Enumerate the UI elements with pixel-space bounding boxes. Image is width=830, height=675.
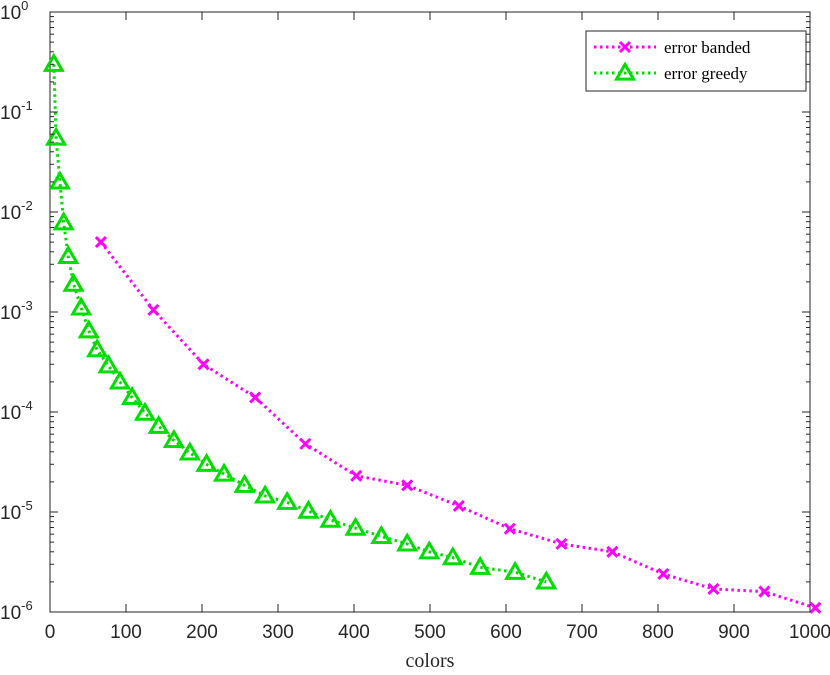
- x-axis-label: colors: [406, 650, 455, 672]
- legend-box: [585, 30, 807, 92]
- data-point: [97, 354, 120, 374]
- data-point: [758, 585, 771, 598]
- legend-entry: error banded: [594, 38, 751, 57]
- y-tick-base: 10: [0, 403, 21, 424]
- data-point: [370, 524, 393, 545]
- y-tick-exponent: 0: [21, 0, 28, 13]
- data-point: [77, 319, 100, 339]
- ticks-layer: 0 100 200 300 400 500 600 700 800 900 100010010-11…: [0, 0, 830, 643]
- y-tick-base: 10: [0, 603, 21, 624]
- y-tick-label: 10-4: [0, 398, 33, 424]
- x-tick-label: 100: [110, 622, 142, 643]
- y-tick-exponent: -3: [21, 298, 33, 313]
- y-tick-base: 10: [0, 303, 21, 324]
- x-tick-label: 0: [45, 622, 56, 643]
- y-tick-base: 10: [0, 3, 21, 24]
- y-tick-label: 10-2: [0, 198, 33, 224]
- data-point: [469, 555, 492, 575]
- data-point: [162, 428, 185, 449]
- data-point: [233, 473, 256, 493]
- data-point: [707, 582, 720, 596]
- data-point: [48, 170, 71, 190]
- data-point: [133, 401, 157, 421]
- data-point: [70, 296, 93, 316]
- x-tick-label: 200: [186, 622, 218, 643]
- axes-box: [49, 11, 811, 613]
- data-point: [120, 385, 144, 406]
- y-tick-exponent: -4: [21, 398, 33, 413]
- series-line: [52, 64, 547, 584]
- legend-swatch-marker: [613, 61, 637, 81]
- legend-entry: error greedy: [594, 61, 748, 83]
- data-point: [418, 540, 441, 560]
- data-point: [178, 441, 201, 461]
- x-tick-label: 300: [262, 622, 294, 643]
- y-tick-base: 10: [0, 203, 21, 224]
- x-tick-label: 500: [414, 622, 446, 643]
- series-error-banded: [94, 236, 822, 614]
- x-tick-label: 700: [566, 622, 598, 643]
- series-error-greedy: [42, 52, 558, 590]
- data-point: [195, 452, 218, 472]
- data-point: [108, 370, 132, 390]
- data-point: [62, 272, 85, 292]
- data-point: [441, 546, 464, 566]
- y-tick-base: 10: [0, 503, 21, 524]
- y-tick-label: 10-3: [0, 298, 33, 324]
- data-point: [401, 479, 414, 492]
- y-tick-base: 10: [0, 103, 21, 124]
- data-point: [86, 338, 109, 358]
- data-point: [57, 244, 80, 264]
- data-point: [344, 516, 367, 536]
- y-tick-label: 100: [0, 0, 28, 24]
- data-point: [147, 414, 170, 434]
- legend: error banded error greedy: [585, 30, 807, 92]
- data-point: [94, 236, 107, 249]
- x-tick-label: 800: [642, 622, 674, 643]
- data-point: [452, 499, 465, 512]
- x-tick-label: 400: [338, 622, 370, 643]
- y-tick-exponent: -6: [21, 598, 33, 613]
- data-point: [52, 211, 75, 231]
- legend-swatch-marker: [618, 40, 632, 54]
- data-point: [197, 358, 210, 371]
- data-point: [42, 52, 65, 72]
- data-point: [503, 522, 516, 535]
- y-tick-exponent: -2: [21, 198, 33, 213]
- data-point: [297, 499, 320, 519]
- x-tick-label: 1000: [789, 622, 830, 643]
- data-point: [396, 532, 419, 552]
- data-point: [299, 437, 312, 450]
- data-point: [212, 462, 236, 482]
- data-point: [253, 484, 277, 504]
- data-point: [809, 601, 822, 614]
- plot-area: [49, 11, 811, 613]
- y-tick-label: 10-5: [0, 498, 33, 524]
- data-point: [606, 545, 619, 558]
- data-point: [276, 490, 299, 510]
- y-tick-exponent: -5: [21, 498, 33, 513]
- data-point: [555, 537, 568, 550]
- data-point: [249, 391, 262, 404]
- data-point: [44, 126, 68, 146]
- data-point: [319, 508, 342, 528]
- y-tick-exponent: -1: [21, 98, 33, 113]
- legend-label: error banded: [664, 38, 751, 57]
- data-point: [504, 560, 527, 580]
- data-point: [350, 469, 363, 482]
- legend-label: error greedy: [664, 64, 748, 83]
- x-tick-label: 900: [718, 622, 750, 643]
- y-tick-label: 10-1: [0, 98, 33, 124]
- data-point: [535, 570, 558, 590]
- series-layer: [42, 52, 822, 614]
- x-tick-label: 600: [490, 622, 522, 643]
- data-point: [147, 303, 160, 316]
- y-tick-label: 10-6: [0, 598, 33, 624]
- data-point: [657, 567, 670, 581]
